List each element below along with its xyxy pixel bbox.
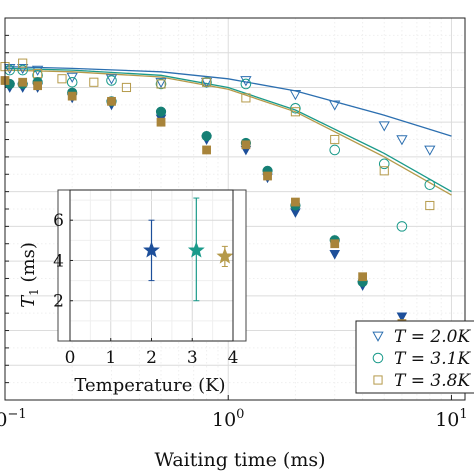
data-point — [202, 77, 212, 87]
data-point — [201, 76, 212, 88]
star-marker — [187, 241, 205, 258]
data-point — [358, 272, 368, 282]
inset-ticks: 0 1 2 3 4 2 4 6 — [53, 211, 238, 368]
legend-marker — [372, 352, 384, 364]
data-point — [396, 221, 408, 232]
data-point — [156, 79, 166, 89]
data-point — [106, 75, 117, 86]
data-point — [57, 74, 67, 84]
inset-y-tick-label: 2 — [53, 292, 64, 312]
data-point — [329, 250, 341, 260]
data-point — [240, 76, 252, 87]
data-point — [330, 134, 340, 145]
data-point — [121, 82, 132, 93]
fit-curves — [4, 65, 452, 196]
fit-curve — [4, 69, 452, 196]
data-point — [378, 158, 390, 170]
data-point — [424, 179, 436, 190]
plot-frame — [4, 17, 466, 401]
data-point — [31, 65, 44, 76]
data-point — [156, 117, 166, 127]
legend-label: T = 3.1K — [394, 349, 471, 369]
inset-x-tick-label: 2 — [146, 348, 157, 368]
data-point — [66, 76, 78, 88]
inset-x-tick-label: 0 — [65, 348, 76, 368]
data-point — [329, 144, 341, 156]
x-tick-label: 10−1 — [0, 407, 27, 431]
data-point — [329, 100, 341, 111]
x-axis-ticks: 10−1 100 101 — [0, 395, 468, 431]
inset-points — [143, 197, 234, 302]
data-point — [17, 64, 29, 75]
legend-label: T = 2.0K — [394, 327, 471, 347]
data-point — [240, 78, 252, 90]
star-marker — [216, 247, 234, 264]
data-point — [66, 72, 78, 83]
data-point — [4, 64, 16, 75]
data-point — [396, 312, 408, 323]
data-point — [291, 197, 300, 207]
data-point — [67, 91, 77, 101]
legend-marker — [373, 375, 383, 385]
inset-x-axis-label: Temperature (K) — [74, 375, 225, 396]
legend: T = 2.0KT = 3.1KT = 3.8K — [355, 320, 474, 394]
fit-curve — [4, 67, 452, 193]
data-point — [241, 140, 251, 150]
data-point — [202, 145, 211, 155]
x-axis-label: Waiting time (ms) — [154, 449, 325, 471]
inset-y-tick-label: 6 — [53, 211, 64, 231]
data-point — [89, 77, 99, 87]
data-point — [378, 121, 390, 132]
data-point — [289, 90, 302, 101]
legend-label: T = 3.8K — [394, 371, 471, 391]
data-point — [155, 78, 167, 90]
data-point — [379, 166, 389, 176]
legend-box — [355, 320, 474, 394]
inset-x-tick-label: 3 — [187, 348, 198, 368]
fit-curve — [4, 65, 452, 137]
data-point — [330, 239, 340, 249]
inset-x-tick-label: 4 — [228, 348, 239, 368]
data-point — [290, 107, 301, 117]
data-point — [396, 135, 408, 146]
star-marker — [143, 241, 160, 258]
data-point — [290, 102, 301, 114]
data-point — [201, 130, 212, 142]
data-point — [107, 96, 116, 106]
inset-x-tick-label: 1 — [105, 348, 116, 368]
x-tick-label: 100 — [212, 407, 244, 431]
data-point — [155, 77, 167, 89]
data-point — [105, 74, 118, 85]
data-point — [33, 81, 42, 91]
data-point — [425, 200, 435, 211]
data-point — [155, 106, 167, 117]
data-point — [241, 93, 251, 103]
data-point — [17, 64, 28, 76]
data-point — [18, 77, 28, 87]
data-point — [424, 145, 436, 156]
x-tick-label: 101 — [435, 407, 467, 431]
data-point — [263, 171, 272, 181]
inset-y-tick-label: 4 — [53, 251, 64, 271]
inset-chart: 0 1 2 3 4 2 4 6 Temperature (K) T1 (ms) — [18, 189, 247, 396]
data-point — [18, 58, 28, 68]
svg-text:T1 (ms): T1 (ms) — [18, 242, 41, 308]
inset-y-axis-label: T1 (ms) — [18, 242, 41, 308]
legend-marker — [372, 331, 384, 342]
